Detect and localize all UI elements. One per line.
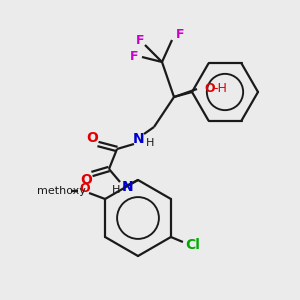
Text: N: N — [133, 132, 145, 146]
Text: O: O — [86, 131, 98, 145]
Text: H: H — [112, 185, 120, 195]
Text: O: O — [80, 182, 90, 196]
Text: Cl: Cl — [185, 238, 200, 252]
Text: F: F — [130, 50, 138, 64]
Text: O: O — [205, 82, 215, 94]
Text: -H: -H — [213, 82, 227, 94]
Text: N: N — [122, 180, 134, 194]
Text: H: H — [146, 138, 154, 148]
Text: F: F — [136, 34, 144, 46]
Text: methoxy: methoxy — [37, 186, 86, 196]
Text: O: O — [80, 173, 92, 187]
Text: F: F — [176, 28, 184, 40]
